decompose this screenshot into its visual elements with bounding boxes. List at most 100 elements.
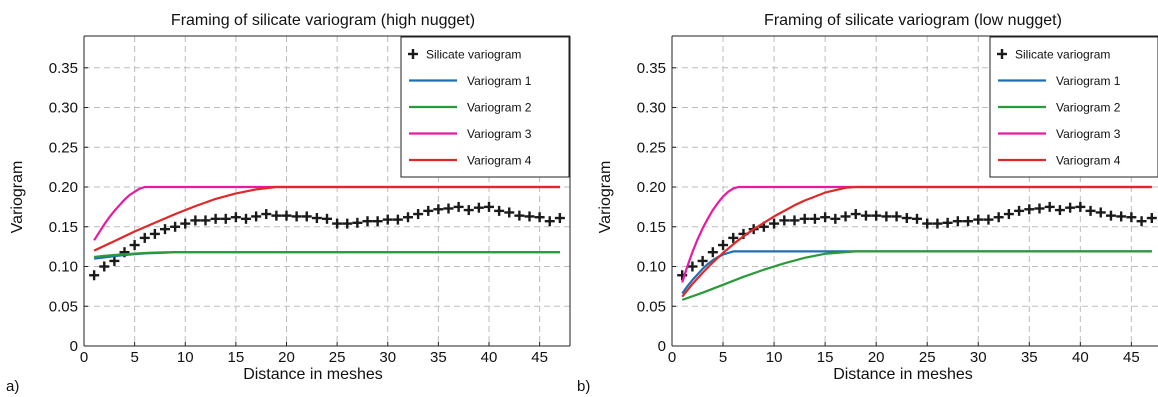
data-point	[1065, 202, 1076, 213]
data-point	[963, 216, 974, 227]
data-point	[473, 202, 484, 213]
data-point	[514, 210, 525, 221]
data-point	[524, 211, 535, 222]
data-point	[769, 218, 780, 229]
y-tick-label: 0.35	[637, 60, 666, 77]
data-point	[443, 203, 454, 214]
data-point	[544, 216, 555, 227]
y-tick-label: 0.10	[637, 259, 666, 276]
data-point	[1054, 205, 1065, 216]
legend-label: Variogram 3	[1056, 127, 1121, 141]
series-line-4	[681, 185, 1152, 298]
data-point	[423, 205, 434, 216]
x-tick-label: 40	[1072, 349, 1089, 366]
x-tick-label: 20	[278, 349, 295, 366]
data-point	[392, 214, 403, 225]
data-point	[200, 215, 211, 226]
legend-label: Silicate variogram	[1015, 48, 1110, 62]
x-tick-label: 0	[80, 349, 88, 366]
x-tick-label: 5	[719, 349, 727, 366]
legend-label: Variogram 1	[1056, 74, 1121, 88]
series-line-2	[93, 251, 560, 259]
data-point	[779, 215, 790, 226]
x-tick-label: 15	[817, 349, 834, 366]
data-point	[1116, 211, 1127, 222]
data-point	[881, 211, 892, 222]
y-tick-label: 0.25	[49, 139, 78, 156]
data-point	[463, 205, 474, 216]
x-axis-label: Distance in meshes	[243, 366, 383, 383]
data-point	[1105, 210, 1116, 221]
data-point	[820, 212, 831, 223]
y-tick-label: 0	[658, 338, 666, 355]
data-point	[728, 232, 739, 243]
legend-label: Variogram 2	[1056, 101, 1121, 115]
legend-label: Variogram 3	[467, 127, 532, 141]
legend-item: Silicate variogram	[408, 48, 521, 62]
data-point	[413, 209, 424, 220]
data-point	[190, 215, 201, 226]
y-tick-label: 0.05	[49, 298, 78, 315]
x-tick-label: 35	[1021, 349, 1038, 366]
x-tick-label: 30	[379, 349, 396, 366]
data-point	[382, 214, 393, 225]
y-tick-label: 0	[70, 338, 78, 355]
chart-title: Framing of silicate variogram (high nugg…	[171, 12, 475, 29]
data-point	[433, 204, 444, 215]
y-tick-label: 0.30	[637, 100, 666, 117]
data-point	[99, 261, 110, 272]
data-point	[1044, 201, 1055, 212]
data-point	[687, 261, 698, 272]
data-point	[1075, 201, 1086, 212]
legend: Silicate variogram Variogram 1 Variogram 2…	[989, 36, 1158, 178]
legend-item: Silicate variogram	[997, 48, 1110, 62]
data-point	[322, 213, 332, 224]
x-axis-label: Distance in meshes	[833, 366, 973, 383]
data-point	[504, 207, 515, 218]
data-point	[1014, 205, 1025, 216]
data-point	[891, 211, 902, 222]
data-point	[180, 218, 191, 229]
series-line-2	[681, 250, 1152, 301]
x-tick-label: 10	[177, 349, 194, 366]
data-point	[1024, 204, 1035, 215]
legend: Silicate variogram Variogram 1 Variogram 2…	[400, 36, 570, 178]
y-tick-label: 0.35	[49, 60, 78, 77]
data-point	[362, 216, 373, 227]
data-point	[1003, 209, 1014, 220]
x-tick-label: 30	[970, 349, 987, 366]
y-axis-label: Variogram	[9, 161, 26, 234]
legend-item: Variogram 3	[998, 127, 1121, 141]
data-point	[912, 213, 922, 224]
data-point	[973, 214, 984, 225]
data-point	[697, 255, 708, 266]
chart-title: Framing of silicate variogram (low nugge…	[764, 12, 1062, 29]
y-tick-label: 0.15	[49, 219, 78, 236]
y-axis-label: Variogram	[597, 161, 614, 234]
panel-label: b)	[577, 378, 590, 395]
y-tick-label: 0.15	[637, 219, 666, 236]
data-point	[1085, 205, 1096, 216]
chart-panel-1: 0 5 10 15 20 25 30 35 40 45 0 0.05 0.10 0.15 0.20 0.25 0…	[6, 12, 571, 395]
data-point	[403, 212, 413, 223]
data-point	[271, 210, 282, 221]
data-point	[1095, 207, 1106, 218]
data-point	[871, 210, 882, 221]
legend-item: Variogram 4	[409, 154, 532, 168]
data-point	[922, 218, 933, 229]
data-point	[993, 212, 1004, 223]
data-point	[261, 209, 272, 220]
legend-item: Variogram 3	[409, 127, 532, 141]
chart-panel-2: 0 5 10 15 20 25 30 35 40 45 0 0.05 0.10 0.15 0.20 0.25 0…	[577, 12, 1158, 395]
data-point	[89, 270, 100, 281]
plot-series	[677, 185, 1157, 301]
data-point	[352, 217, 363, 228]
data-point	[220, 213, 231, 224]
y-tick-label: 0.25	[637, 139, 666, 156]
data-point	[494, 205, 505, 216]
legend-label: Variogram 4	[1056, 154, 1121, 168]
data-point	[830, 213, 841, 224]
x-tick-label: 35	[430, 349, 447, 366]
panel-label: a)	[6, 378, 19, 395]
data-point	[901, 213, 912, 224]
